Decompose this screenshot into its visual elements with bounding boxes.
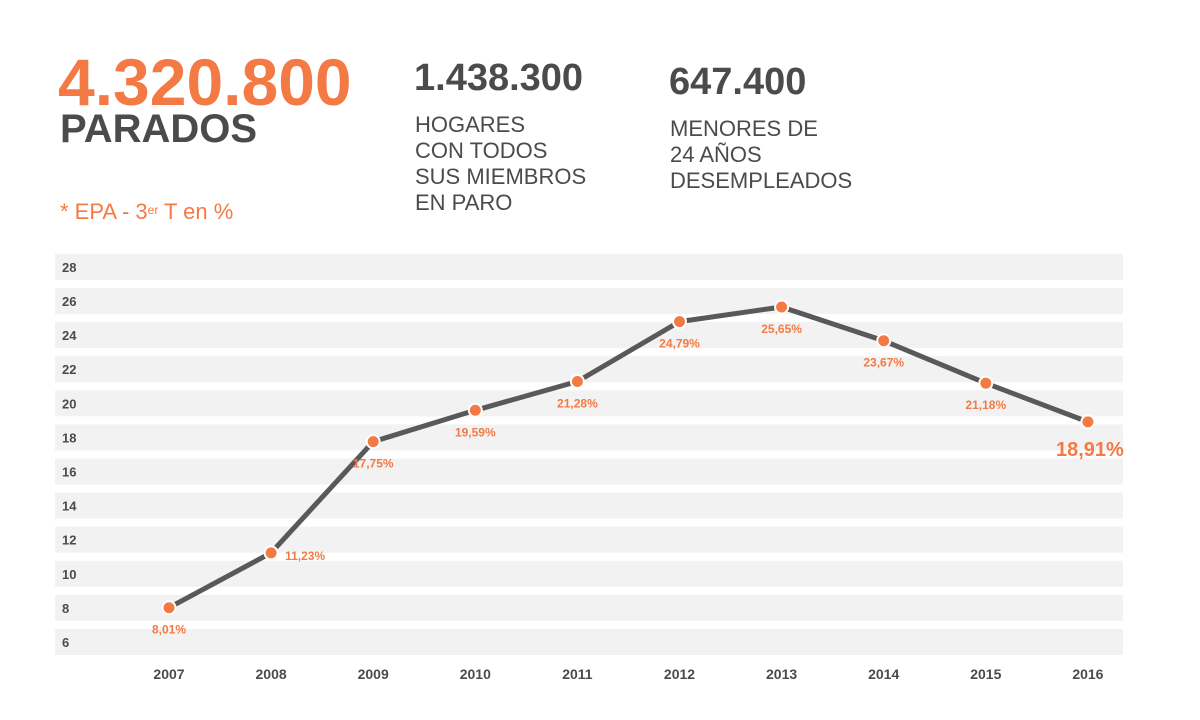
y-tick-label: 16 bbox=[62, 465, 76, 480]
y-tick-label: 8 bbox=[62, 601, 69, 616]
grid-band bbox=[55, 492, 1123, 519]
data-label: 18,91% bbox=[1056, 439, 1124, 461]
stat-households-text: HOGARES CON TODOS SUS MIEMBROS EN PARO bbox=[415, 112, 587, 215]
data-label: 21,18% bbox=[965, 398, 1006, 412]
data-point bbox=[365, 434, 381, 450]
x-tick-label: 2010 bbox=[460, 666, 491, 682]
grid-band bbox=[55, 458, 1123, 485]
y-tick-label: 24 bbox=[62, 328, 77, 343]
y-tick-label: 12 bbox=[62, 533, 76, 548]
x-tick-label: 2012 bbox=[664, 666, 695, 682]
y-tick-label: 22 bbox=[62, 362, 76, 377]
grid-band bbox=[55, 390, 1123, 417]
note-prefix: * EPA - 3 bbox=[60, 199, 148, 224]
x-tick-label: 2009 bbox=[358, 666, 389, 682]
data-point bbox=[876, 333, 892, 349]
x-tick-label: 2008 bbox=[256, 666, 287, 682]
x-tick-label: 2007 bbox=[153, 666, 184, 682]
headline-label: PARADOS bbox=[60, 107, 258, 151]
x-tick-label: 2014 bbox=[868, 666, 899, 682]
data-point bbox=[569, 373, 585, 389]
data-point bbox=[161, 600, 177, 616]
grid-band bbox=[55, 356, 1123, 383]
data-label: 21,28% bbox=[557, 396, 598, 410]
y-tick-label: 20 bbox=[62, 396, 76, 411]
data-label: 17,75% bbox=[353, 457, 394, 471]
y-tick-label: 18 bbox=[62, 430, 76, 445]
y-tick-label: 28 bbox=[62, 260, 76, 275]
grid-band bbox=[55, 629, 1123, 655]
grid-band bbox=[55, 594, 1123, 621]
series-line bbox=[166, 304, 1091, 611]
data-point bbox=[263, 545, 279, 561]
note-suffix: T en % bbox=[158, 199, 234, 224]
data-point bbox=[672, 314, 687, 330]
grid-band bbox=[55, 526, 1123, 553]
chart-note: * EPA - 3er T en % bbox=[60, 198, 233, 226]
data-point bbox=[467, 402, 483, 418]
data-label: 19,59% bbox=[455, 425, 496, 439]
data-point bbox=[1080, 414, 1096, 430]
y-tick-label: 14 bbox=[62, 499, 77, 514]
data-point bbox=[978, 375, 994, 391]
data-label: 11,23% bbox=[285, 549, 325, 563]
grid-band bbox=[55, 322, 1123, 349]
stat-youth-text: MENORES DE 24 AÑOS DESEMPLEADOS bbox=[670, 116, 853, 193]
stat-youth-value: 647.400 bbox=[669, 61, 807, 103]
stat-households-value: 1.438.300 bbox=[414, 57, 584, 99]
grid-band bbox=[55, 253, 1123, 280]
x-tick-label: 2016 bbox=[1072, 666, 1103, 682]
data-label: 23,67% bbox=[863, 356, 904, 370]
y-tick-label: 26 bbox=[62, 294, 76, 309]
y-tick-label: 6 bbox=[62, 635, 69, 650]
grid-band bbox=[55, 288, 1123, 314]
data-point bbox=[774, 299, 790, 315]
x-tick-label: 2013 bbox=[766, 666, 797, 682]
note-superscript: er bbox=[147, 203, 159, 217]
data-label: 8,01% bbox=[152, 623, 186, 637]
x-tick-label: 2015 bbox=[970, 666, 1001, 682]
data-label: 25,65% bbox=[761, 322, 802, 336]
y-tick-label: 10 bbox=[62, 567, 76, 582]
data-label: 24,79% bbox=[659, 337, 700, 351]
grid-band bbox=[55, 424, 1123, 451]
x-tick-label: 2011 bbox=[562, 666, 593, 682]
headline-value: 4.320.800 bbox=[58, 45, 352, 119]
